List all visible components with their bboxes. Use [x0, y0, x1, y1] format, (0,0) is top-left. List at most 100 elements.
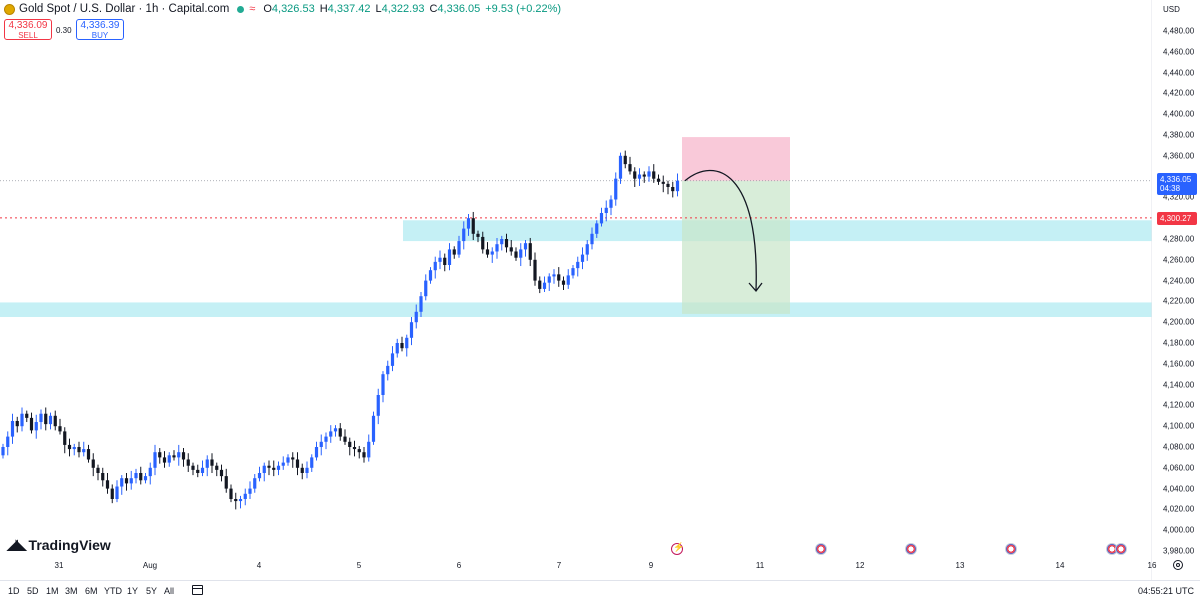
candle-body: [352, 447, 357, 450]
candle-body: [504, 239, 509, 248]
symbol-title[interactable]: Gold Spot / U.S. Dollar · 1h · Capital.c…: [19, 3, 230, 15]
time-tick: 6: [456, 561, 462, 570]
range-button-5y[interactable]: 5Y: [146, 586, 158, 596]
candle-body: [419, 296, 423, 312]
candle: [82, 441, 86, 457]
candle-body: [476, 233, 480, 237]
candle: [367, 434, 371, 462]
candle: [576, 256, 580, 277]
candle: [371, 411, 376, 445]
candle-body: [20, 413, 24, 427]
price-tick: 4,320.00: [1163, 192, 1195, 202]
candle-body: [115, 486, 119, 499]
us-flag-event-icon[interactable]: [815, 543, 827, 555]
gear-icon[interactable]: [1173, 560, 1183, 570]
candle: [20, 407, 24, 432]
candle: [314, 441, 319, 461]
price-axis[interactable]: 4,480.00 4,460.00 4,440.00 4,420.00 4,400.00…: [1152, 0, 1200, 601]
candle: [248, 481, 252, 499]
candle-body: [63, 431, 67, 445]
calendar-icon[interactable]: [192, 585, 203, 595]
currency-button[interactable]: USD: [1158, 2, 1192, 18]
candle: [357, 445, 361, 459]
candle-body: [314, 447, 319, 458]
candle-body: [609, 199, 613, 208]
candle: [623, 150, 627, 169]
candle: [219, 464, 224, 482]
range-button-6m[interactable]: 6M: [85, 586, 98, 596]
time-tick: 31: [54, 561, 64, 570]
range-button-1y[interactable]: 1Y: [127, 586, 139, 596]
candle-body: [177, 452, 181, 458]
price-tick: 4,400.00: [1163, 109, 1195, 119]
range-button-1m[interactable]: 1M: [46, 586, 59, 596]
candle-body: [257, 473, 262, 479]
candle: [433, 256, 437, 279]
candle-body: [191, 465, 195, 470]
buy-label: BUY: [91, 31, 109, 40]
candle-body: [224, 476, 228, 489]
candle-body: [552, 274, 556, 277]
candle: [566, 269, 570, 289]
range-button-1d[interactable]: 1D: [8, 586, 20, 596]
candle: [329, 425, 333, 443]
logo-text: TradingView: [28, 536, 111, 553]
buy-button[interactable]: 4,336.39 BUY: [76, 19, 124, 40]
candle-body: [661, 181, 665, 184]
candle: [438, 250, 442, 270]
range-button-3m[interactable]: 3M: [65, 586, 78, 596]
bar-countdown: 04:38: [1160, 183, 1181, 193]
candle-body: [267, 465, 271, 468]
range-button-5d[interactable]: 5D: [27, 586, 39, 596]
candle-body: [495, 244, 499, 252]
candle: [419, 292, 423, 317]
candle-body: [58, 426, 62, 432]
candle: [148, 462, 152, 485]
candle-body: [576, 261, 580, 269]
candle: [595, 220, 599, 238]
candle: [443, 253, 447, 272]
tradingview-logo[interactable]: ◢◣ TradingView: [7, 536, 111, 553]
candle: [305, 461, 309, 479]
candle: [604, 200, 608, 222]
dividend-event-icon[interactable]: [671, 542, 684, 555]
candle: [6, 431, 10, 456]
price-tick: 4,180.00: [1163, 338, 1195, 348]
candle: [504, 233, 509, 253]
candle: [671, 181, 675, 198]
range-button-all[interactable]: All: [164, 586, 175, 596]
candle: [471, 211, 475, 241]
candle-body: [172, 455, 176, 458]
short-position-tool[interactable]: [682, 137, 790, 314]
candle-body: [29, 417, 34, 431]
candle-body: [15, 421, 19, 427]
price-tick: 4,280.00: [1163, 234, 1195, 244]
candle: [519, 243, 523, 267]
candle: [585, 240, 589, 261]
candle-body: [44, 413, 48, 425]
time-tick: 7: [556, 561, 562, 570]
candle-body: [514, 251, 518, 258]
price-tick: 4,200.00: [1163, 317, 1195, 327]
us-flag-event-icon[interactable]: [905, 543, 917, 555]
candle: [424, 274, 428, 301]
candle: [63, 427, 67, 454]
candle: [105, 473, 110, 494]
candle-body: [196, 469, 200, 473]
support-zones: [0, 220, 1152, 317]
price-chart[interactable]: [0, 0, 1152, 580]
price-tick: 4,240.00: [1163, 276, 1195, 286]
us-flag-event-icon[interactable]: [1115, 543, 1127, 555]
candle: [528, 237, 532, 267]
sell-button[interactable]: 4,336.09 SELL: [4, 19, 52, 40]
us-flag-event-icon[interactable]: [1005, 543, 1017, 555]
utc-clock[interactable]: 04:55:21 UTC: [1138, 586, 1195, 596]
spread-value: 0.30: [56, 26, 72, 35]
forecast-arrow[interactable]: [684, 169, 763, 293]
candle-body: [253, 478, 257, 489]
price-tick: 4,380.00: [1163, 130, 1195, 140]
candle-body: [523, 243, 528, 250]
candle-body: [490, 251, 494, 255]
candle: [34, 414, 38, 439]
range-button-ytd[interactable]: YTD: [104, 586, 122, 596]
